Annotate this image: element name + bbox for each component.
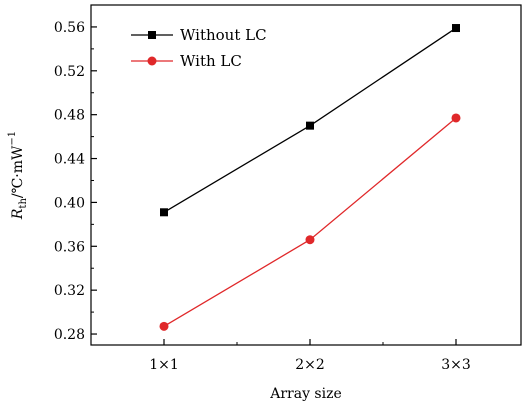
y-tick-label: 0.32 <box>54 283 85 299</box>
x-tick-label: 3×3 <box>441 357 471 373</box>
plot-frame <box>90 4 522 346</box>
x-axis-title: Array size <box>269 386 342 402</box>
series-1 <box>159 113 461 331</box>
y-axis-title-sup: −1 <box>7 131 18 146</box>
data-point <box>452 24 460 33</box>
y-axis-title-main: R <box>10 208 26 220</box>
data-point <box>305 235 315 245</box>
y-tick-label: 0.56 <box>54 20 85 36</box>
y-axis-title-unit: /℃·mW <box>10 145 26 198</box>
legend-label: Without LC <box>180 26 267 44</box>
series-line <box>163 117 457 327</box>
data-point <box>451 113 461 123</box>
y-tick-label: 0.28 <box>54 327 85 343</box>
series-0 <box>160 24 460 217</box>
y-tick-label: 0.40 <box>54 195 85 211</box>
x-axis: 1×1 2×2 3×3 <box>149 339 471 373</box>
y-axis: 0.28 0.32 0.36 0.40 0.44 0.48 0.52 0.56 <box>54 20 97 343</box>
legend-entry: Without LC <box>131 26 267 44</box>
legend: Without LC With LC <box>131 26 267 70</box>
y-axis-title-sub: th <box>18 198 29 209</box>
legend-marker <box>148 31 156 39</box>
legend-label: With LC <box>180 52 242 70</box>
data-point <box>306 121 314 130</box>
series-layer <box>159 24 461 331</box>
y-tick-label: 0.48 <box>54 108 85 124</box>
legend-marker <box>147 56 157 66</box>
y-tick-label: 0.36 <box>54 239 85 255</box>
data-point <box>159 321 169 331</box>
x-tick-label: 2×2 <box>295 357 325 373</box>
x-tick-label: 1×1 <box>149 357 179 373</box>
y-tick-label: 0.44 <box>54 152 85 168</box>
legend-entry: With LC <box>131 52 242 70</box>
data-point <box>160 208 168 217</box>
y-tick-label: 0.52 <box>54 64 85 80</box>
y-axis-title: Rth/℃·mW−1 <box>7 131 29 220</box>
